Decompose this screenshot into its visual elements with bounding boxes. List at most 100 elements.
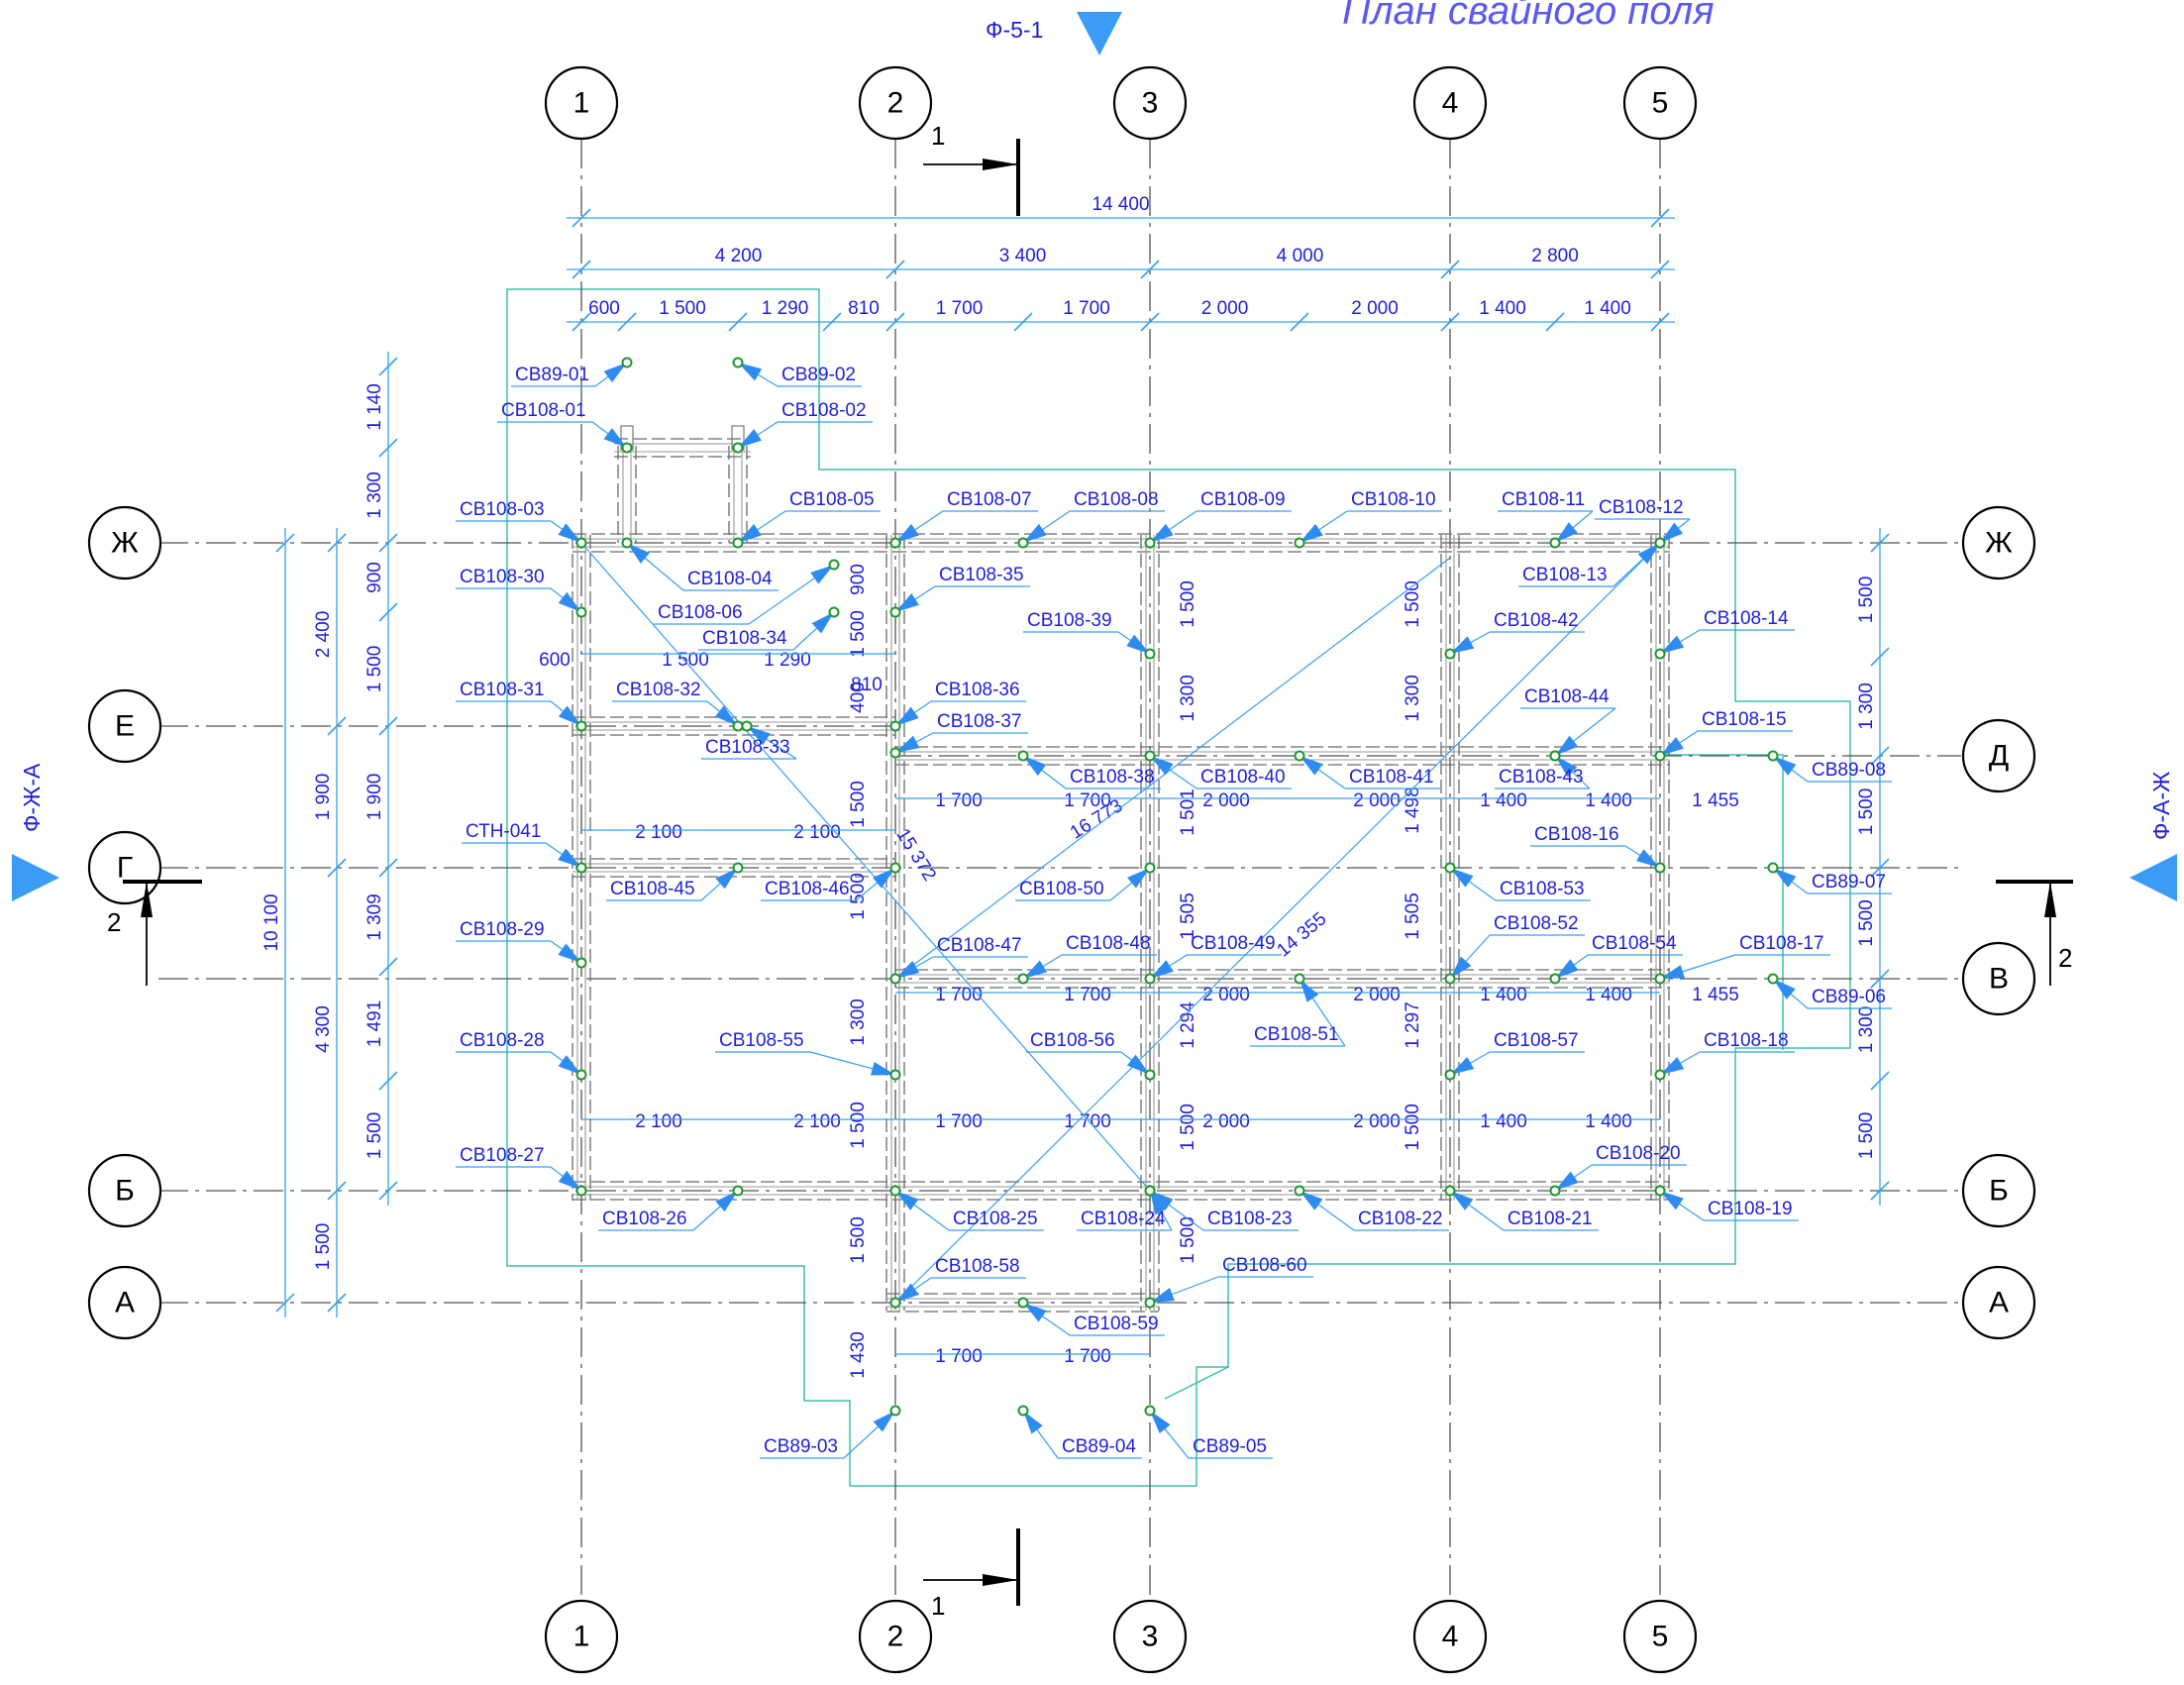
pile-СВ108-32: СВ108-32	[612, 680, 744, 732]
pile-arrow	[714, 705, 738, 726]
section-2-right: 2	[1996, 880, 2073, 986]
pile-СВ108-14: СВ108-14	[1654, 608, 1795, 660]
pile-СВ108-09: СВ108-09	[1144, 489, 1292, 549]
grid-bubble-circle	[1961, 941, 2036, 1016]
dimension-tick	[1870, 1181, 1890, 1201]
grid-bubble-row-Б-left: Б	[87, 1153, 162, 1228]
pile-arrow	[1150, 960, 1174, 979]
pile-point	[1144, 537, 1156, 549]
pile-СВ108-48: СВ108-48	[1017, 933, 1157, 985]
pile-point	[1549, 537, 1561, 549]
dimension-tick	[1440, 260, 1460, 279]
pile-arrow	[1150, 1191, 1168, 1215]
pile-arrow	[558, 705, 581, 726]
pile-label: СВ108-31	[460, 680, 545, 700]
pile-point	[1444, 973, 1456, 985]
pile-label: СВ89-02	[781, 365, 856, 385]
grid-bubble-row-Ж-left: Ж	[87, 505, 162, 580]
dimension-tick	[1650, 312, 1670, 332]
pile-point	[1549, 750, 1561, 762]
pile-point	[889, 747, 901, 759]
pile-arrow	[715, 868, 738, 890]
grid-bubble-label: Г	[117, 852, 133, 885]
pile-point	[1017, 750, 1029, 762]
dimension-tick	[1650, 208, 1670, 228]
grid-bubble-label: Е	[115, 710, 135, 743]
pile-arrow	[558, 1170, 581, 1191]
contour-line-3	[1164, 1366, 1229, 1400]
pile-point	[1144, 862, 1156, 874]
pile-СВ89-02: СВ89-02	[732, 357, 862, 387]
dimension-label: 2 100	[793, 1111, 841, 1132]
view-marker-left: Ф-Ж-А	[12, 763, 59, 901]
pile-СВ108-58: СВ108-58	[889, 1256, 1026, 1309]
view-marker-top-label: Ф-5-1	[986, 17, 1043, 43]
pile-СВ108-42: СВ108-42	[1444, 610, 1585, 660]
grid-bubble-circle	[87, 688, 162, 764]
grid-bubble-column-1-top: 1	[544, 65, 619, 141]
pile-СВ108-56: СВ108-56	[1026, 1030, 1156, 1081]
pile-arrow	[558, 591, 581, 612]
grid-bubble-label: А	[115, 1287, 135, 1319]
pile-label: СВ108-22	[1358, 1209, 1443, 1229]
grid-bubble-column-5-bottom: 5	[1622, 1599, 1698, 1674]
dimension-label: 2 000	[1353, 985, 1401, 1005]
dimension-label: 1 140	[364, 383, 385, 431]
pile-arrow	[1023, 1303, 1047, 1322]
pile-label: СВ108-25	[953, 1209, 1038, 1229]
pile-СВ108-49: СВ108-49	[1144, 933, 1282, 985]
dimension-label: 1 290	[764, 650, 811, 671]
pile-point	[732, 357, 744, 369]
pile-label: СВ108-41	[1349, 767, 1434, 788]
pile-point	[1444, 862, 1456, 874]
dimension-label: 1 500	[659, 298, 706, 319]
pile-arrow	[603, 428, 627, 448]
section-2-left: 2	[107, 880, 202, 986]
dimension-label: 2 000	[1353, 1111, 1401, 1132]
dimension-tick	[378, 858, 398, 878]
dimension-label: 1 500	[848, 1216, 869, 1264]
dimension-label: 1 700	[1064, 1111, 1111, 1132]
pile-point	[1654, 973, 1666, 985]
dimension-label: 1 700	[935, 1346, 983, 1367]
dimension-label: 600	[539, 650, 571, 671]
pile-point	[1144, 750, 1156, 762]
pile-СВ108-38: СВ108-38	[1017, 750, 1161, 790]
dimension-tick	[378, 1181, 398, 1201]
dimension-tick	[378, 1071, 398, 1091]
pile-СВ108-53: СВ108-53	[1444, 862, 1591, 901]
dimension-tick	[1140, 312, 1160, 332]
pile-arrow	[1300, 1191, 1323, 1211]
pile-point	[575, 1069, 587, 1081]
dimension-tick	[327, 1293, 347, 1313]
pile-arrow	[1450, 636, 1475, 654]
pile-point	[732, 1185, 744, 1197]
dimension-label: 1 309	[364, 894, 385, 941]
dimension-label: 1 455	[1692, 790, 1739, 811]
pile-point	[732, 442, 744, 454]
pile-СВ108-20: СВ108-20	[1549, 1143, 1687, 1197]
dimension-label: 4 200	[715, 246, 763, 266]
pile-point	[1017, 1405, 1029, 1417]
pile-arrow	[558, 523, 581, 543]
pile-СВ108-23: СВ108-23	[1144, 1185, 1299, 1231]
dimension-tick	[822, 312, 842, 332]
pile-arrow	[1300, 979, 1319, 1002]
pile-label: СВ108-15	[1702, 709, 1787, 730]
pile-arrow	[558, 848, 581, 868]
pile-СВ108-40: СВ108-40	[1144, 750, 1292, 790]
dimension-label: 1 500	[1856, 577, 1877, 624]
grid-bubble-row-Е-left: Е	[87, 688, 162, 764]
dimension-label: 1 500	[1856, 899, 1877, 947]
pile-СВ108-10: СВ108-10	[1294, 489, 1442, 549]
pile-label: СВ108-37	[937, 711, 1022, 732]
pile-СВ108-04: СВ108-04	[621, 537, 779, 591]
pile-point	[1444, 648, 1456, 660]
dimension-label: 2 000	[1202, 1111, 1250, 1132]
dimension-tick	[885, 260, 905, 279]
grid-bubble-label: 3	[1142, 87, 1159, 120]
pile-label: СВ108-35	[939, 565, 1024, 585]
dimension-lines: 14 400 4 200 3 400 4 000 2 800 600 1 500 1 290 8…	[261, 194, 1890, 1379]
pile-arrow	[895, 706, 919, 726]
grid-bubble-circle	[544, 65, 619, 141]
